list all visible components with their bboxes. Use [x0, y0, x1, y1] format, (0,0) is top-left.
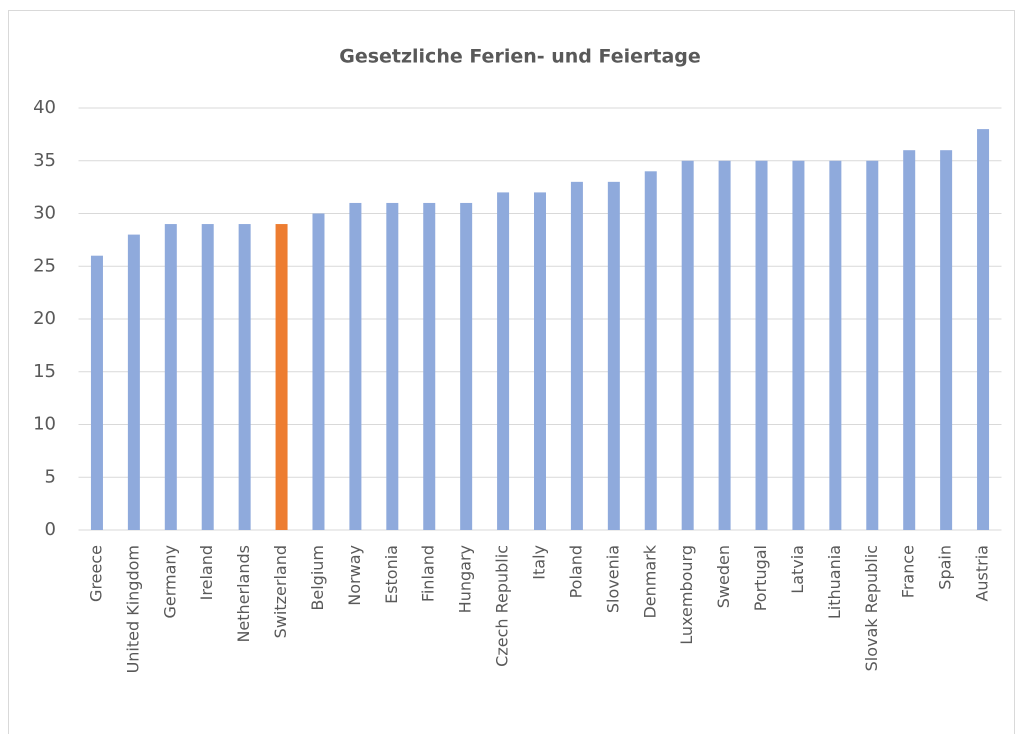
- bar: [718, 160, 731, 530]
- chart-title: Gesetzliche Ferien- und Feiertage: [339, 46, 701, 68]
- x-tick-label: Austria: [973, 545, 992, 602]
- x-tick-label: Luxembourg: [677, 545, 696, 645]
- bar: [977, 129, 990, 530]
- x-tick-label: Ireland: [197, 545, 216, 600]
- x-tick-label: Estonia: [382, 545, 401, 604]
- bar: [497, 192, 510, 530]
- y-tick-label: 25: [33, 255, 56, 276]
- bar: [90, 255, 103, 530]
- x-tick-label: Belgium: [308, 545, 327, 611]
- bar: [312, 213, 325, 530]
- bar: [792, 160, 805, 530]
- y-tick-label: 10: [33, 414, 56, 435]
- bar: [903, 150, 916, 530]
- x-tick-label: Germany: [160, 545, 179, 619]
- bar: [238, 224, 251, 531]
- bar: [940, 150, 953, 530]
- x-tick-label: Italy: [530, 545, 549, 580]
- bar: [423, 202, 436, 530]
- bar: [386, 202, 399, 530]
- y-tick-label: 20: [33, 308, 56, 329]
- bar: [164, 224, 177, 531]
- x-tick-label: France: [899, 545, 918, 598]
- x-tick-label: Denmark: [640, 544, 659, 618]
- bar: [534, 192, 546, 530]
- x-tick-label: Switzerland: [271, 545, 290, 638]
- y-tick-label: 0: [45, 519, 56, 540]
- x-tick-label: Norway: [345, 545, 364, 606]
- bar: [460, 202, 473, 530]
- bar: [644, 171, 657, 531]
- x-tick-label: United Kingdom: [123, 545, 142, 673]
- x-tick-label: Sweden: [714, 545, 733, 608]
- bar: [829, 160, 842, 530]
- x-tick-label: Poland: [566, 545, 585, 598]
- y-tick-label: 15: [33, 361, 56, 382]
- y-tick-label: 30: [33, 203, 56, 224]
- x-tick-label: Netherlands: [234, 545, 253, 643]
- bar: [349, 202, 362, 530]
- bar: [607, 181, 620, 530]
- bar: [570, 181, 583, 530]
- x-tick-label: Finland: [419, 545, 438, 602]
- x-tick-label: Slovak Republic: [862, 545, 881, 671]
- bar: [866, 160, 879, 530]
- x-tick-label: Greece: [86, 545, 105, 602]
- x-tick-label: Portugal: [751, 545, 770, 611]
- bar: [201, 224, 214, 531]
- y-tick-label: 5: [45, 466, 56, 487]
- bar: [681, 160, 694, 530]
- bar: [755, 160, 768, 530]
- y-tick-label: 35: [33, 150, 56, 171]
- bar: [275, 224, 288, 531]
- x-tick-label: Lithuania: [825, 545, 844, 619]
- bar: [127, 234, 140, 530]
- x-tick-label: Hungary: [456, 545, 475, 613]
- x-tick-label: Spain: [936, 545, 955, 590]
- y-tick-label: 40: [33, 97, 56, 118]
- x-tick-label: Czech Republic: [493, 545, 512, 667]
- x-tick-label: Latvia: [788, 545, 807, 594]
- x-tick-label: Slovenia: [603, 545, 622, 613]
